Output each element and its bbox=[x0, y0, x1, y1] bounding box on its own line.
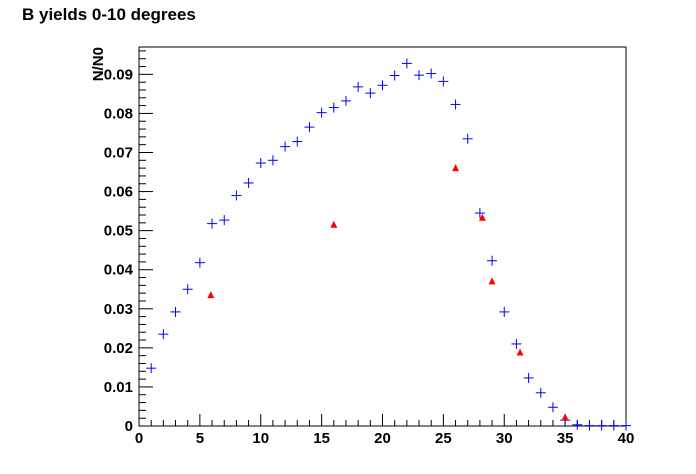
x-tick-label: 35 bbox=[557, 430, 574, 447]
x-tick-label: 15 bbox=[313, 430, 330, 447]
data-point-cross bbox=[146, 363, 157, 374]
x-tick-label: 30 bbox=[496, 430, 513, 447]
data-point-cross bbox=[511, 338, 522, 349]
data-point-cross bbox=[280, 141, 291, 152]
y-tick-label: 0.04 bbox=[104, 262, 134, 279]
y-tick-label: 0.05 bbox=[104, 223, 133, 240]
chart-title: B yields 0-10 degrees bbox=[22, 5, 196, 24]
x-tick-label: 25 bbox=[435, 430, 452, 447]
data-point-cross bbox=[231, 190, 242, 201]
data-point-triangle bbox=[516, 348, 524, 356]
data-point-cross bbox=[596, 420, 607, 431]
data-point-cross bbox=[158, 329, 169, 340]
data-point-cross bbox=[292, 136, 303, 147]
x-tick-label: 0 bbox=[135, 430, 143, 447]
data-point-cross bbox=[243, 177, 254, 188]
data-point-cross bbox=[584, 420, 595, 431]
data-point-triangle bbox=[452, 164, 460, 172]
y-tick-label: 0.02 bbox=[104, 340, 133, 357]
data-point-cross bbox=[255, 158, 266, 169]
data-point-cross bbox=[414, 70, 425, 81]
data-point-triangle bbox=[207, 291, 215, 299]
data-point-cross bbox=[535, 387, 546, 398]
axes: 0 5 10 15 20 25 30 35 40 0 0.01 0.02 0.03 0.04 0.05 0.0… bbox=[104, 50, 635, 447]
data-point-cross bbox=[474, 208, 485, 219]
data-point-cross bbox=[487, 255, 498, 266]
data-point-cross bbox=[572, 419, 583, 430]
data-point-cross bbox=[426, 68, 437, 79]
data-point-cross bbox=[523, 372, 534, 383]
data-point-cross bbox=[353, 81, 364, 92]
y-tick-label: 0.06 bbox=[104, 184, 133, 201]
data-point-cross bbox=[207, 218, 218, 229]
data-point-cross bbox=[401, 58, 412, 69]
x-tick-label: 10 bbox=[252, 430, 269, 447]
plot-frame bbox=[138, 46, 627, 427]
data-point-cross bbox=[547, 402, 558, 413]
data-point-triangle bbox=[330, 220, 338, 228]
y-tick-label: 0.01 bbox=[104, 379, 133, 396]
data-point-cross bbox=[450, 99, 461, 110]
data-point-cross bbox=[377, 80, 388, 91]
data-point-cross bbox=[438, 76, 449, 87]
x-tick-label: 40 bbox=[618, 430, 635, 447]
y-tick-label: 0.08 bbox=[104, 105, 133, 122]
data-point-cross bbox=[182, 284, 193, 295]
data-point-cross bbox=[170, 306, 181, 317]
data-point-cross bbox=[365, 88, 376, 99]
data-point-cross bbox=[328, 102, 339, 113]
data-point-triangle bbox=[488, 277, 496, 285]
data-points bbox=[146, 58, 631, 431]
data-point-cross bbox=[621, 420, 631, 431]
data-point-triangle bbox=[478, 213, 486, 221]
y-axis-label: N/N0 bbox=[90, 47, 107, 81]
y-tick-label: 0.09 bbox=[104, 66, 133, 83]
x-tick-label: 5 bbox=[196, 430, 204, 447]
data-point-cross bbox=[389, 70, 400, 81]
data-point-cross bbox=[340, 95, 351, 106]
data-point-cross bbox=[267, 155, 278, 166]
data-point-triangle bbox=[561, 413, 569, 421]
y-tick-label: 0 bbox=[125, 418, 133, 435]
y-tick-label: 0.07 bbox=[104, 144, 133, 161]
y-tick-label: 0.03 bbox=[104, 301, 133, 318]
x-tick-label: 20 bbox=[374, 430, 391, 447]
data-point-cross bbox=[194, 257, 205, 268]
data-point-cross bbox=[462, 133, 473, 144]
data-point-cross bbox=[608, 420, 619, 431]
data-point-cross bbox=[219, 215, 230, 226]
data-point-cross bbox=[304, 122, 315, 133]
data-point-cross bbox=[316, 107, 327, 118]
data-point-cross bbox=[499, 306, 510, 317]
